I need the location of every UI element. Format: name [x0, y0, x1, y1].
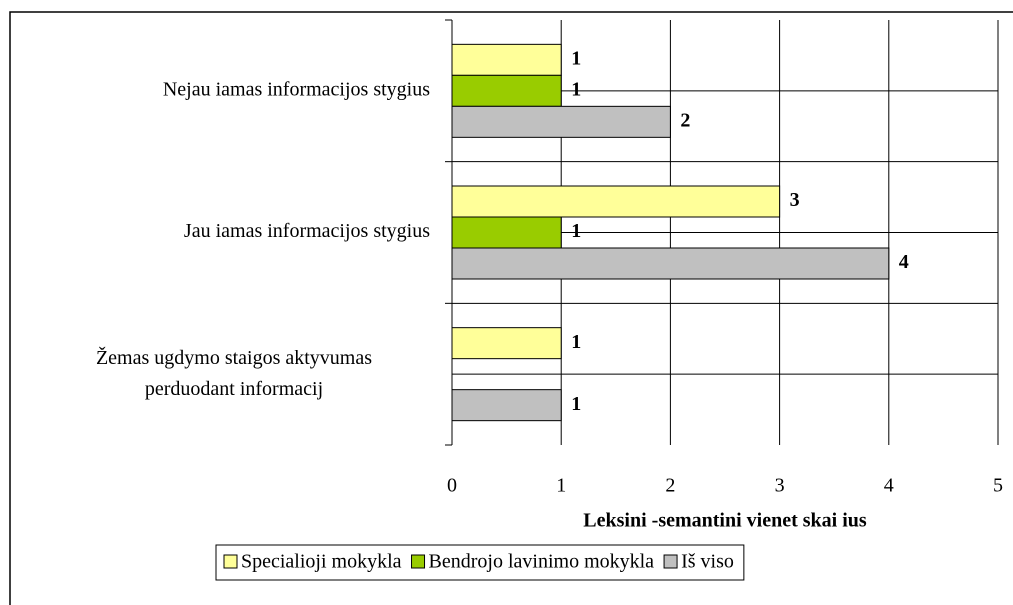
legend-label: Specialioji mokykla — [241, 551, 402, 573]
x-axis-title: Leksini -semantini vienet skai ius — [583, 510, 867, 532]
y-tick-label: Žemas ugdymo staigos aktyvumas — [96, 346, 372, 369]
legend-label: Iš viso — [681, 551, 734, 573]
x-tick-label: 2 — [665, 475, 675, 497]
y-tick-label: Nejau iamas informacijos stygius — [163, 78, 430, 100]
x-tick-label: 1 — [556, 475, 566, 497]
x-tick-label: 5 — [993, 475, 1003, 497]
data-label: 1 — [571, 47, 581, 69]
legend-swatch — [663, 554, 678, 569]
legend — [215, 544, 745, 581]
legend-swatch — [223, 554, 238, 569]
bar — [451, 43, 562, 76]
y-tick-label: Jau iamas informacijos stygius — [184, 220, 430, 242]
data-label: 1 — [571, 78, 581, 100]
bar — [451, 105, 671, 138]
x-tick-label: 0 — [447, 475, 457, 497]
x-tick-label: 4 — [884, 475, 894, 497]
bar — [451, 74, 562, 107]
data-label: 2 — [680, 109, 690, 131]
data-label: 1 — [571, 331, 581, 353]
bar — [451, 216, 562, 249]
legend-swatch — [411, 554, 426, 569]
bar — [451, 389, 562, 422]
legend-label: Bendrojo lavinimo mokykla — [429, 551, 655, 573]
bar — [451, 185, 781, 218]
y-tick-label: perduodant informacij — [145, 378, 323, 400]
bar — [451, 247, 890, 280]
data-label: 4 — [899, 251, 909, 273]
data-label: 1 — [571, 393, 581, 415]
data-label: 1 — [571, 220, 581, 242]
x-tick-label: 3 — [775, 475, 785, 497]
bar — [451, 327, 562, 360]
data-label: 3 — [790, 189, 800, 211]
